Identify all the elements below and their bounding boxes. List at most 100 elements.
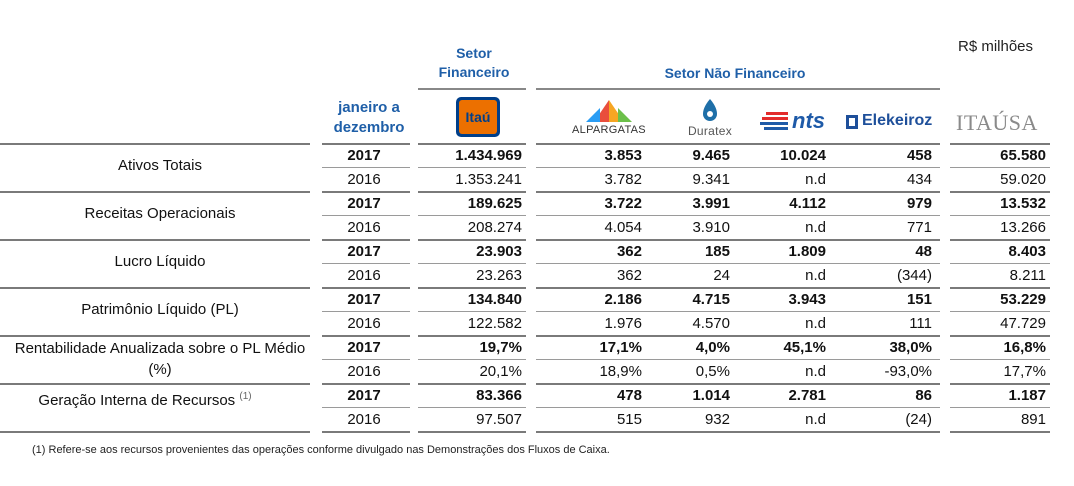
row-divider (322, 335, 410, 337)
row-divider (536, 311, 940, 312)
value-cell-alpargatas: 3.782 (604, 171, 642, 188)
row-divider (536, 431, 940, 433)
value-cell-itausa: 53.229 (1000, 291, 1046, 308)
year-cell: 2017 (347, 147, 381, 164)
year-cell: 2017 (347, 339, 381, 356)
setor-financeiro-header: Setor Financeiro (438, 45, 510, 80)
row-divider (536, 143, 940, 145)
row-divider (418, 335, 526, 337)
row-divider (322, 143, 410, 145)
row-divider (950, 431, 1050, 433)
value-cell-itau: 23.263 (476, 267, 522, 284)
row-divider (536, 263, 940, 264)
row-divider (322, 431, 410, 433)
row-divider (950, 263, 1050, 264)
row-divider (322, 287, 410, 289)
value-cell-itausa: 891 (1020, 411, 1046, 428)
value-cell-itausa: 59.020 (1000, 171, 1046, 188)
value-cell-duratex: 4.570 (692, 315, 730, 332)
value-cell-duratex: 0,5% (695, 363, 730, 380)
value-cell-nts: 45,1% (783, 339, 826, 356)
row-divider (418, 383, 526, 385)
row-label: Lucro Líquido (114, 253, 206, 270)
value-cell-itau: 189.625 (467, 195, 522, 212)
year-cell: 2017 (347, 195, 381, 212)
value-cell-itausa: 17,7% (1003, 363, 1046, 380)
row-label: Ativos Totais (118, 157, 202, 174)
value-cell-itau: 23.903 (476, 243, 522, 260)
value-cell-itau: 83.366 (476, 387, 522, 404)
row-divider (950, 383, 1050, 385)
row-divider (950, 239, 1050, 241)
row-divider (322, 215, 410, 216)
value-cell-itau: 1.434.969 (455, 147, 522, 164)
year-cell: 2016 (347, 171, 381, 188)
value-cell-itau: 20,1% (479, 363, 522, 380)
value-cell-duratex: 1.014 (692, 387, 730, 404)
value-cell-itausa: 13.532 (1000, 195, 1046, 212)
row-divider (0, 191, 310, 193)
year-cell: 2016 (347, 219, 381, 236)
row-divider (0, 335, 310, 337)
value-cell-elekeiroz: 151 (906, 291, 932, 308)
value-cell-elekeiroz: (24) (905, 411, 932, 428)
value-cell-itau: 1.353.241 (455, 171, 522, 188)
year-cell: 2016 (347, 411, 381, 428)
alpargatas-logo: ALPARGATAS (572, 98, 646, 138)
year-cell: 2017 (347, 243, 381, 260)
value-cell-elekeiroz: 458 (906, 147, 932, 164)
row-divider (0, 239, 310, 241)
value-cell-elekeiroz: 434 (906, 171, 932, 188)
row-divider (418, 311, 526, 312)
value-cell-alpargatas: 18,9% (599, 363, 642, 380)
value-cell-itausa: 8.211 (1009, 267, 1046, 284)
row-divider (418, 407, 526, 408)
row-label: Rentabilidade Anualizada sobre o PL Médi… (14, 340, 306, 378)
value-cell-duratex: 9.341 (692, 171, 730, 188)
nts-logo: nts (760, 108, 834, 134)
row-divider (536, 335, 940, 337)
row-divider (418, 287, 526, 289)
value-cell-itausa: 65.580 (1000, 147, 1046, 164)
value-cell-duratex: 932 (704, 411, 730, 428)
value-cell-alpargatas: 478 (616, 387, 642, 404)
value-cell-duratex: 24 (713, 267, 730, 284)
row-divider (950, 215, 1050, 216)
value-cell-itausa: 1.187 (1008, 387, 1046, 404)
row-divider (950, 359, 1050, 360)
row-divider (536, 359, 940, 360)
row-divider (322, 263, 410, 264)
value-cell-elekeiroz: 38,0% (889, 339, 932, 356)
footnote: (1) Refere-se aos recursos provenientes … (32, 444, 610, 456)
value-cell-nts: 10.024 (780, 147, 826, 164)
value-cell-elekeiroz: 86 (915, 387, 932, 404)
value-cell-itausa: 47.729 (1000, 315, 1046, 332)
year-cell: 2016 (347, 267, 381, 284)
value-cell-duratex: 4.715 (692, 291, 730, 308)
year-cell: 2017 (347, 291, 381, 308)
row-divider (950, 143, 1050, 145)
row-divider (0, 431, 310, 433)
value-cell-elekeiroz: 48 (915, 243, 932, 260)
row-divider (950, 311, 1050, 312)
value-cell-duratex: 3.991 (692, 195, 730, 212)
row-divider (536, 287, 940, 289)
row-divider (0, 143, 310, 145)
value-cell-itausa: 16,8% (1003, 339, 1046, 356)
value-cell-elekeiroz: (344) (896, 267, 932, 284)
row-divider (536, 407, 940, 408)
row-divider (950, 335, 1050, 337)
value-cell-nts: n.d (805, 411, 826, 428)
value-cell-alpargatas: 2.186 (604, 291, 642, 308)
value-cell-duratex: 3.910 (692, 219, 730, 236)
setor-nao-financeiro-header: Setor Não Financeiro (664, 65, 806, 81)
value-cell-alpargatas: 362 (616, 243, 642, 260)
value-cell-nts: 2.781 (788, 387, 826, 404)
row-divider (322, 359, 410, 360)
value-cell-alpargatas: 17,1% (599, 339, 642, 356)
value-cell-nts: n.d (805, 171, 826, 188)
value-cell-itau: 19,7% (479, 339, 522, 356)
row-divider (950, 191, 1050, 193)
value-cell-duratex: 9.465 (692, 147, 730, 164)
value-cell-alpargatas: 3.853 (604, 147, 642, 164)
